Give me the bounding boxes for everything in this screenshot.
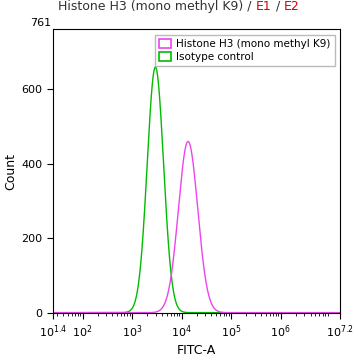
Text: E2: E2 [284,0,300,13]
Text: E1: E1 [256,0,272,13]
Text: 761: 761 [30,18,51,29]
X-axis label: FITC-A: FITC-A [177,344,216,357]
Y-axis label: Count: Count [4,153,17,190]
Legend: Histone H3 (mono methyl K9), Isotype control: Histone H3 (mono methyl K9), Isotype con… [155,35,335,66]
Text: Histone H3 (mono methyl K9) /: Histone H3 (mono methyl K9) / [58,0,256,13]
Text: /: / [272,0,284,13]
